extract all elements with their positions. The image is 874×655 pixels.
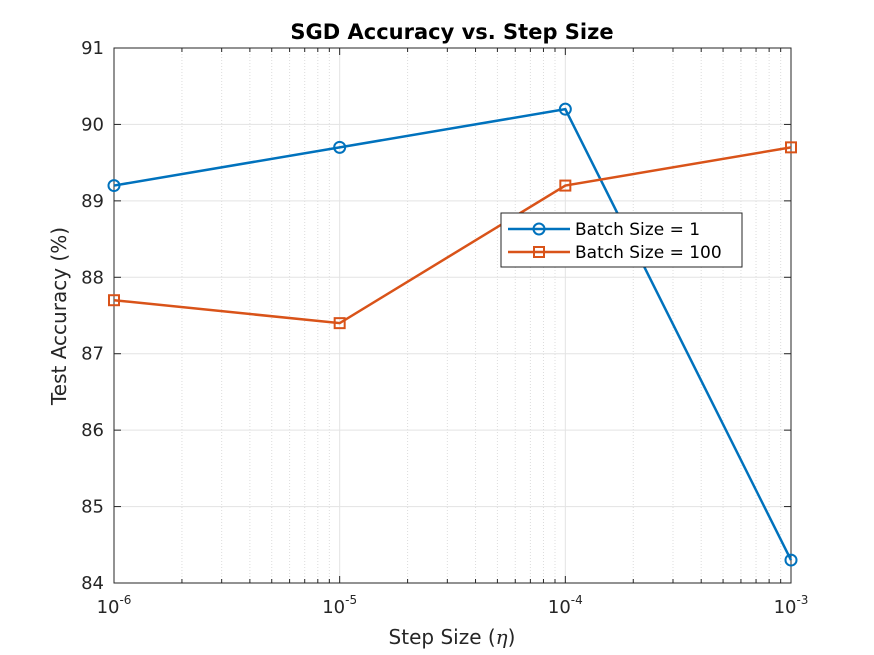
legend: Batch Size = 1 Batch Size = 100 bbox=[500, 212, 743, 268]
y-tick-label: 87 bbox=[81, 344, 104, 365]
legend-entry: Batch Size = 100 bbox=[508, 243, 722, 263]
x-tick-label: 10-3 bbox=[774, 593, 809, 618]
axis-ticks: 10-6 10-5 10-4 10-3 84 85 86 87 88 89 90 91 bbox=[81, 38, 808, 618]
data-point bbox=[107, 179, 121, 193]
series-line bbox=[113, 146, 792, 325]
x-axis-label: Step Size (η) bbox=[389, 625, 516, 649]
data-point bbox=[785, 141, 797, 154]
data-point bbox=[558, 102, 572, 116]
legend-label: Batch Size = 1 bbox=[575, 220, 700, 240]
data-point bbox=[108, 294, 120, 307]
x-tick-label: 10-4 bbox=[548, 593, 583, 618]
series-1 bbox=[107, 102, 798, 567]
series-2 bbox=[108, 141, 797, 330]
plot-area-frame bbox=[113, 47, 792, 584]
data-point bbox=[784, 553, 798, 567]
legend-entry: Batch Size = 1 bbox=[508, 220, 700, 240]
y-tick-label: 90 bbox=[81, 114, 104, 135]
y-tick-label: 89 bbox=[81, 191, 104, 212]
y-tick-label: 88 bbox=[81, 267, 104, 288]
legend-label: Batch Size = 100 bbox=[575, 243, 722, 263]
legend-marker bbox=[532, 222, 546, 236]
data-point bbox=[559, 179, 572, 192]
y-axis-label: Test Accuracy (%) bbox=[47, 227, 71, 406]
data-point bbox=[333, 317, 346, 330]
series-line bbox=[113, 107, 793, 561]
x-tick-label: 10-6 bbox=[97, 593, 132, 618]
data-point bbox=[333, 140, 347, 154]
series-layer bbox=[107, 102, 798, 567]
legend-marker bbox=[533, 246, 545, 258]
y-tick-label: 84 bbox=[81, 573, 104, 594]
x-tick-label: 10-5 bbox=[322, 593, 357, 618]
y-tick-label: 85 bbox=[81, 497, 104, 518]
chart-title: SGD Accuracy vs. Step Size bbox=[290, 20, 613, 44]
y-tick-label: 86 bbox=[81, 420, 104, 441]
y-tick-label: 91 bbox=[81, 38, 104, 59]
